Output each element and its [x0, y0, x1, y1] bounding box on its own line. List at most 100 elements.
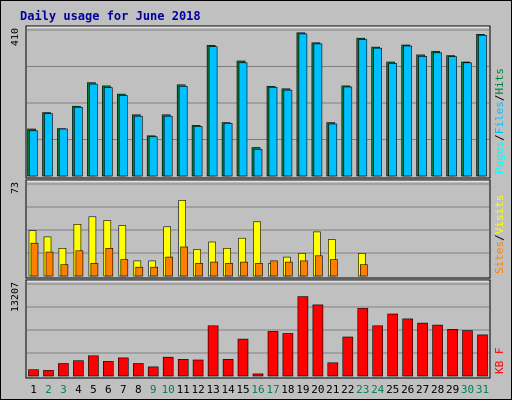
- kbytes-bar-kb-f-day-28: [432, 324, 443, 377]
- visits-bar-sites-day-13: [210, 261, 218, 277]
- x-tick-day-25: 25: [386, 383, 399, 396]
- x-tick-day-5: 5: [90, 383, 97, 396]
- kbytes-bar-kb-f-day-12: [192, 359, 204, 377]
- hits-bar-files-day-30: [463, 62, 472, 177]
- kbytes-bar-kb-f-day-1: [28, 369, 39, 377]
- visits-bar-sites-day-17: [270, 260, 278, 277]
- hits-bar-files-day-13: [208, 46, 218, 177]
- visits-bar-sites-day-7: [120, 259, 129, 277]
- kbytes-bar-kb-f-day-18: [282, 333, 294, 377]
- kbytes-bar-kb-f-day-6: [103, 361, 114, 377]
- visits-bar-sites-day-4: [75, 250, 84, 277]
- x-tick-day-4: 4: [75, 383, 82, 396]
- kbytes-ymax-label: 13207: [10, 282, 21, 312]
- x-tick-day-15: 15: [236, 383, 249, 396]
- kbytes-bar-kb-f-day-8: [133, 363, 144, 377]
- x-tick-day-29: 29: [446, 383, 459, 396]
- kbytes-bar-kb-f-day-26: [402, 318, 414, 377]
- hits-bar-files-day-14: [223, 123, 233, 177]
- visits-ylabel-sites: Sites: [493, 241, 506, 274]
- hits-bar-files-day-22: [343, 86, 353, 177]
- visits-bar-sites-day-9: [150, 266, 158, 277]
- visits-ylabel-sep: /: [493, 234, 506, 241]
- kbytes-ylabel-sep: [493, 354, 506, 361]
- x-tick-day-26: 26: [401, 383, 414, 396]
- hits-bar-files-day-16: [253, 149, 263, 177]
- visits-bar-sites-day-14: [225, 263, 233, 277]
- x-axis-labels: 1 2 3 4 5 6 7 8 9 10 11 12 13 14 15 16 17 18 19 20 21 22 23 24 2…: [30, 383, 489, 396]
- kbytes-bar-kb-f-day-10: [162, 356, 174, 377]
- panel-hits: 410 Pages/Files/Hits: [10, 25, 506, 179]
- x-tick-day-14: 14: [221, 383, 235, 396]
- kbytes-bar-kb-f-day-16: [252, 373, 264, 377]
- x-tick-day-10: 10: [162, 383, 175, 396]
- kbytes-bar-kb-f-day-17: [267, 331, 279, 377]
- hits-ylabel-hits: Hits: [493, 68, 506, 95]
- visits-ylabel: Sites/Visits: [493, 195, 506, 275]
- x-tick-day-13: 13: [206, 383, 219, 396]
- visits-bar-sites-day-6: [105, 248, 114, 277]
- x-tick-day-20: 20: [311, 383, 324, 396]
- hits-bar-files-day-12: [193, 126, 203, 177]
- hits-ylabel-pages: Pages: [493, 141, 506, 174]
- x-tick-day-16: 16: [251, 383, 264, 396]
- x-tick-day-3: 3: [60, 383, 67, 396]
- hits-bar-files-day-3: [59, 128, 68, 177]
- hits-ylabel-files: Files: [493, 101, 506, 134]
- kbytes-ylabel: KB F: [493, 348, 506, 375]
- x-tick-day-19: 19: [296, 383, 309, 396]
- kbytes-bar-kb-f-day-27: [417, 322, 428, 377]
- hits-bar-files-day-11: [178, 86, 188, 177]
- x-tick-day-12: 12: [191, 383, 204, 396]
- visits-ylabel-visits: Visits: [493, 195, 506, 235]
- hits-bar-files-day-27: [418, 56, 427, 177]
- hits-bar-files-day-2: [44, 113, 53, 177]
- visits-bar-sites-day-19: [300, 260, 308, 277]
- kbytes-bar-kb-f-day-19: [297, 296, 309, 377]
- x-tick-day-23: 23: [356, 383, 369, 396]
- panel-visits: 73 Sites/Visits: [10, 179, 506, 279]
- hits-bar-files-day-5: [89, 83, 98, 177]
- kbytes-bar-kb-f-day-13: [207, 325, 219, 377]
- hits-ylabel: Pages/Files/Hits: [493, 68, 506, 174]
- visits-bar-sites-day-2: [45, 251, 54, 277]
- kbytes-bar-kb-f-day-21: [327, 362, 339, 377]
- hits-bar-files-day-15: [238, 62, 248, 177]
- chart-title: Daily usage for June 2018: [20, 9, 201, 23]
- hits-bar-files-day-20: [313, 43, 323, 177]
- hits-ymax-label: 410: [10, 28, 21, 46]
- hits-bar-files-day-23: [358, 39, 368, 177]
- visits-bar-sites-day-5: [90, 263, 99, 277]
- chart-panels: 410 Pages/Files/Hits 73 Sites/Visits 13207 KB…: [10, 25, 506, 379]
- kbytes-bar-kb-f-day-31: [477, 334, 488, 377]
- visits-bar-sites-day-3: [60, 264, 69, 277]
- kbytes-bar-kb-f-day-3: [58, 363, 69, 377]
- visits-bar-sites-day-23: [359, 264, 368, 277]
- hits-bar-files-day-26: [403, 45, 413, 177]
- visits-ymax-label: 73: [10, 182, 21, 194]
- hits-bar-files-day-17: [268, 87, 278, 177]
- kbytes-ylabel-f: F: [493, 348, 506, 355]
- visits-bar-sites-day-8: [135, 266, 144, 277]
- hits-bar-files-day-28: [433, 52, 442, 177]
- visits-bar-sites-day-11: [180, 246, 188, 277]
- kbytes-bar-kb-f-day-5: [88, 355, 99, 377]
- x-tick-day-17: 17: [266, 383, 279, 396]
- kbytes-bar-kb-f-day-20: [312, 304, 324, 377]
- kbytes-bar-kb-f-day-25: [387, 313, 399, 377]
- kbytes-bar-kb-f-day-9: [147, 366, 159, 377]
- visits-bar-sites-day-21: [329, 259, 338, 277]
- x-tick-day-24: 24: [371, 383, 385, 396]
- x-tick-day-18: 18: [281, 383, 294, 396]
- kbytes-bar-kb-f-day-29: [447, 328, 458, 377]
- kbytes-bar-kb-f-day-4: [73, 360, 84, 377]
- visits-bar-sites-day-20: [315, 255, 323, 277]
- kbytes-bar-kb-f-day-22: [342, 336, 354, 377]
- x-tick-day-21: 21: [326, 383, 339, 396]
- visits-bar-sites-day-10: [165, 256, 173, 277]
- x-tick-day-28: 28: [431, 383, 444, 396]
- hits-bar-files-day-7: [119, 95, 128, 177]
- hits-bar-files-day-10: [163, 115, 173, 177]
- hits-bar-files-day-19: [298, 33, 308, 177]
